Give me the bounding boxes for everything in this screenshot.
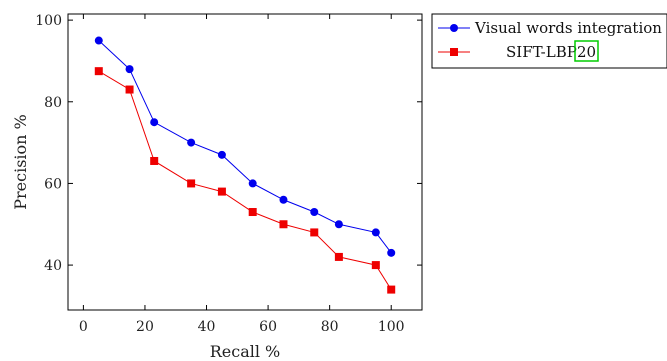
y-axis-label: Precision % — [11, 114, 30, 210]
data-point — [371, 261, 380, 270]
legend-label-visual-words: Visual words integration — [474, 19, 662, 37]
data-point — [248, 208, 257, 217]
data-point — [94, 67, 103, 76]
legend: Visual words integration SIFT-LBP 20 — [431, 13, 667, 69]
x-tick-label: 80 — [321, 319, 339, 335]
y-tick-label: 80 — [44, 95, 62, 111]
data-point — [187, 138, 196, 147]
data-point — [125, 85, 134, 94]
data-point — [217, 187, 226, 196]
data-point — [125, 65, 134, 74]
data-point — [334, 220, 343, 229]
legend-citation: 20 — [577, 43, 596, 61]
x-tick-label: 0 — [79, 319, 88, 335]
y-tick-label: 40 — [44, 258, 62, 274]
data-point — [187, 179, 196, 188]
series-line — [98, 70, 392, 290]
legend-citation-box — [574, 40, 599, 62]
series-line — [98, 40, 392, 254]
x-tick-label: 60 — [259, 319, 277, 335]
legend-label-sift-lbp: SIFT-LBP — [506, 43, 577, 61]
data-point — [150, 118, 159, 127]
data-point — [279, 220, 288, 229]
legend-marker-visual-words — [450, 24, 458, 32]
data-point — [94, 36, 103, 45]
data-point — [310, 228, 319, 237]
x-tick-label: 100 — [378, 319, 405, 335]
y-axis-ticks: 40 60 80 100 — [35, 13, 422, 274]
data-point — [334, 252, 343, 261]
series-layer — [94, 36, 396, 294]
legend-box — [431, 13, 667, 69]
data-point — [279, 195, 288, 204]
data-point — [387, 285, 396, 294]
x-axis-label: Recall % — [210, 342, 281, 361]
x-axis-ticks: 0 20 40 60 80 100 — [79, 14, 405, 335]
data-point — [248, 179, 257, 188]
x-tick-label: 20 — [136, 319, 154, 335]
data-point — [217, 150, 226, 159]
plot-frame — [67, 13, 423, 311]
series-sift-lbp — [94, 67, 396, 294]
series-visual-words — [94, 36, 396, 257]
y-tick-label: 100 — [35, 13, 62, 29]
y-tick-label: 60 — [44, 176, 62, 192]
x-tick-label: 40 — [198, 319, 216, 335]
legend-marker-sift-lbp — [450, 48, 458, 56]
data-point — [310, 208, 319, 217]
data-point — [371, 228, 380, 237]
data-point — [150, 156, 159, 165]
data-point — [387, 248, 396, 257]
